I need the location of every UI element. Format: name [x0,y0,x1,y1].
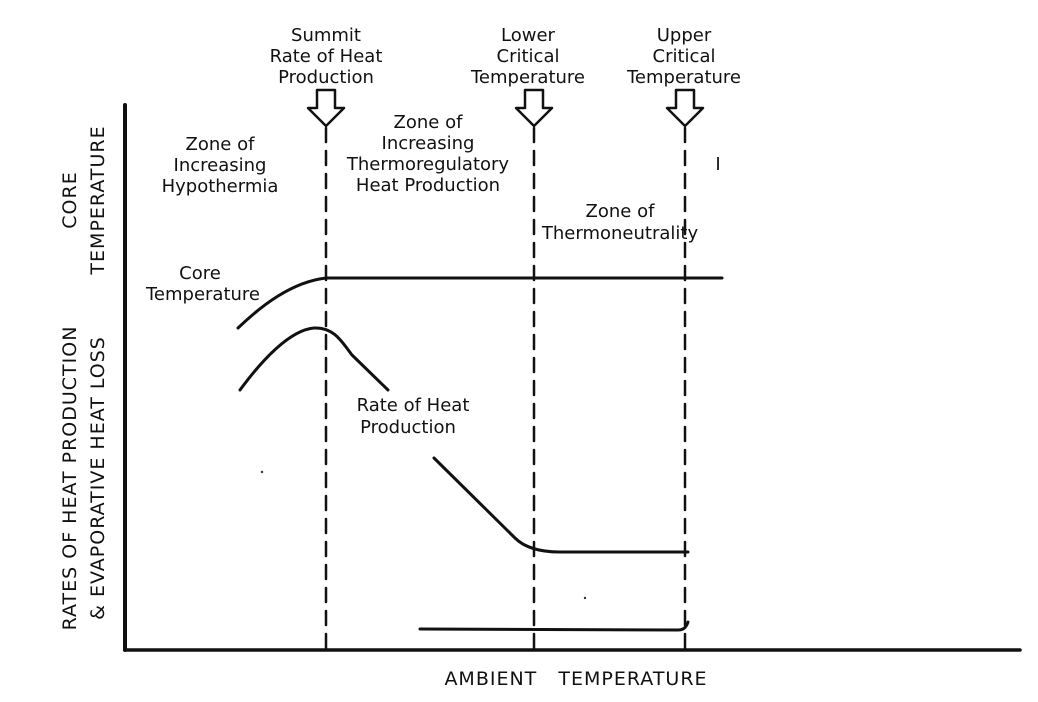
core-temperature-curve [236,276,724,330]
heat-production-curve-lower [432,456,690,554]
heat-production-curve-upper [238,326,390,392]
svg-text:Temperature: Temperature [626,67,741,88]
evaporative-heat-loss-line [418,620,690,632]
svg-text:Thermoregulatory: Thermoregulatory [346,154,510,175]
svg-text:Increasing: Increasing [382,133,475,154]
svg-text:Zone of: Zone of [186,134,256,155]
svg-text:Rate of Heat: Rate of Heat [357,395,470,416]
svg-text:Increasing: Increasing [174,155,267,176]
svg-text:Zone of: Zone of [586,201,656,222]
y-lower-label-line2: & EVAPORATIVE HEAT LOSS [87,336,109,620]
svg-text:Rate of Heat: Rate of Heat [270,46,383,67]
core-temperature-label: Core Temperature [145,263,260,305]
heat-production-label: Rate of Heat Production [357,395,470,438]
stray-mark: I [715,154,720,175]
zone-thermoneutrality-label: Zone of Thermoneutrality [541,201,699,244]
svg-text:Summit: Summit [291,25,361,46]
uct-arrow-icon [665,88,705,128]
x-axis-label: AMBIENT TEMPERATURE [444,668,707,690]
svg-text:Lower: Lower [501,25,556,46]
svg-text:Production: Production [278,67,374,88]
svg-text:Production: Production [360,417,456,438]
svg-text:Upper: Upper [657,25,712,46]
y-upper-label-line1: CORE [59,171,81,228]
lct-label: Lower Critical Temperature [470,25,585,88]
svg-text:Thermoneutrality: Thermoneutrality [541,223,699,244]
speck [260,470,264,474]
svg-text:Heat Production: Heat Production [356,175,500,196]
y-lower-label-line1: RATES OF HEAT PRODUCTION [59,326,81,631]
svg-text:Hypothermia: Hypothermia [162,176,279,197]
lct-arrow-icon [514,88,554,128]
svg-text:Temperature: Temperature [145,284,260,305]
zone-thermoregulatory-label: Zone of Increasing Thermoregulatory Heat… [346,112,510,196]
summit-arrow-icon [306,88,346,128]
svg-text:Temperature: Temperature [470,67,585,88]
y-upper-label-line2: TEMPERATURE [87,125,109,275]
svg-text:Zone of: Zone of [394,112,464,133]
svg-text:Core: Core [179,263,221,284]
speck [583,596,587,600]
uct-label: Upper Critical Temperature [626,25,741,88]
svg-text:Critical: Critical [497,46,560,67]
svg-text:Critical: Critical [653,46,716,67]
summit-label: Summit Rate of Heat Production [270,25,383,88]
zone-hypothermia-label: Zone of Increasing Hypothermia [162,134,279,197]
